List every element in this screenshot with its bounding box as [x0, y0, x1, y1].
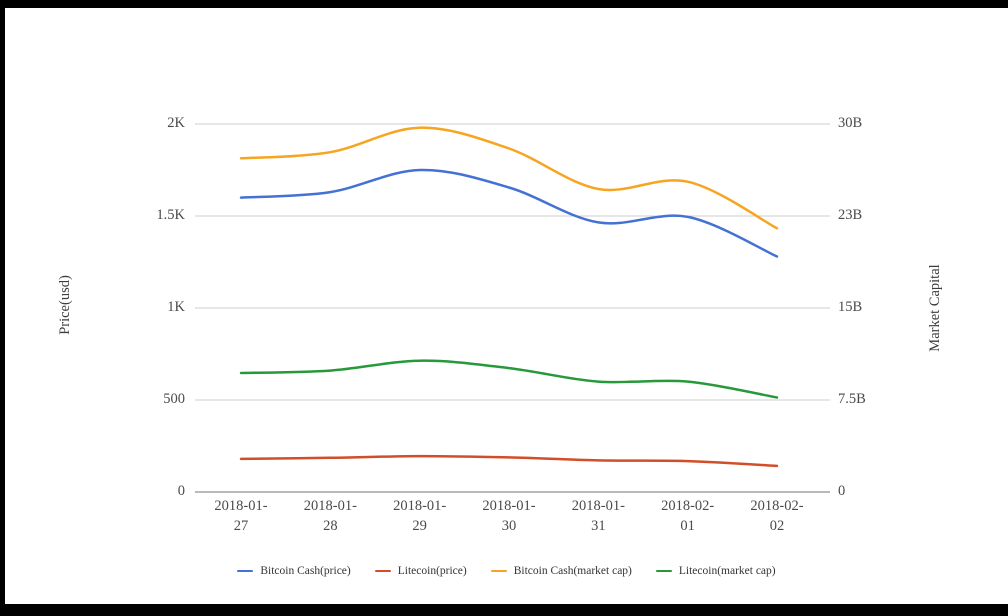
right-axis-tick-label: 0 [838, 483, 846, 499]
legend-swatch [237, 569, 254, 573]
legend-swatch [490, 569, 507, 573]
legend-item-litecoin-market-cap-[interactable]: Litecoin(market cap) [655, 565, 776, 577]
series-line-litecoin-price- [239, 454, 779, 468]
x-axis-label: 2018-02- 02 [750, 498, 804, 534]
legend-swatch [655, 569, 672, 573]
left-axis-tick-label: 1.5K [156, 207, 185, 223]
series-line-bitcoin-cash-market-cap- [239, 126, 779, 230]
right-axis-tick-label: 15B [838, 299, 863, 315]
x-axis-label: 2018-01- 28 [303, 498, 357, 534]
crypto-dual-axis-chart: Price(usd) Market Capital 0 500 1K 1.5K 2K 0… [5, 8, 1008, 604]
right-axis-tick-label: 7.5B [838, 391, 866, 407]
left-axis-tick-label: 1K [167, 299, 185, 315]
right-axis-tick-label: 23B [838, 207, 863, 223]
right-axis-tick-label: 30B [838, 115, 863, 131]
left-axis-tick-label: 500 [163, 391, 185, 407]
x-axis-label: 2018-01- 29 [393, 498, 447, 534]
legend-label: Bitcoin Cash(market cap) [513, 565, 632, 577]
legend-swatch [374, 569, 391, 573]
x-axis-label: 2018-01- 31 [571, 498, 625, 534]
series-line-bitcoin-cash-price- [239, 168, 779, 258]
legend-item-bitcoin-cash-price-[interactable]: Bitcoin Cash(price) [237, 565, 351, 577]
x-axis-label: 2018-01- 30 [482, 498, 536, 534]
left-axis-title: Price(usd) [57, 275, 73, 335]
right-axis-title: Market Capital [927, 264, 943, 352]
legend-label: Litecoin(market cap) [678, 565, 776, 577]
left-axis-tick-label: 2K [167, 115, 185, 131]
legend-label: Litecoin(price) [397, 565, 467, 577]
legend-label: Bitcoin Cash(price) [260, 565, 351, 577]
x-axis-label: 2018-02- 01 [661, 498, 715, 534]
left-axis-tick-label: 0 [177, 483, 185, 499]
series-line-litecoin-market-cap- [239, 359, 779, 399]
legend-item-litecoin-price-[interactable]: Litecoin(price) [374, 565, 467, 577]
plot-area [195, 123, 830, 493]
x-axis-label: 2018-01- 27 [214, 498, 268, 534]
legend-item-bitcoin-cash-market-cap-[interactable]: Bitcoin Cash(market cap) [490, 565, 632, 577]
legend: Bitcoin Cash(price) Litecoin(price) Bitcoi… [5, 565, 1008, 577]
